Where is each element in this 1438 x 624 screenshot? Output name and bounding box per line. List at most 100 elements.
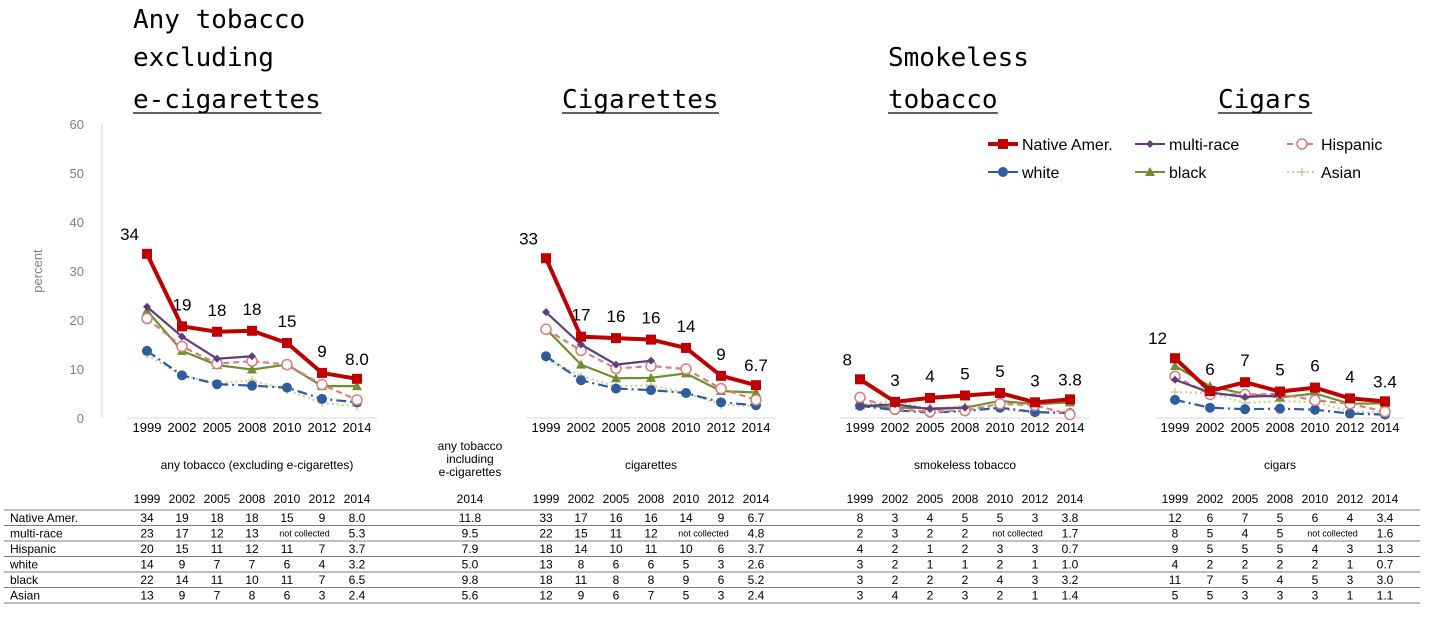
data-point	[1205, 402, 1215, 413]
x-tick-label: 2008	[637, 420, 666, 435]
data-label: 4	[925, 367, 934, 386]
table-row-label: multi-race	[10, 527, 63, 541]
table-cell: 1.0	[1062, 558, 1079, 572]
table-cell: 12	[539, 589, 553, 603]
table-cell: 3	[1032, 542, 1039, 556]
table-cell: 5.0	[462, 558, 479, 572]
legend-marker	[1146, 140, 1154, 148]
table-year-header: 2012	[1022, 492, 1049, 506]
table-year-header: 2010	[673, 492, 700, 506]
table-cell: 13	[539, 558, 553, 572]
table-cell: 7	[1207, 573, 1214, 587]
table-cell: 18	[539, 573, 553, 587]
panel-caption: cigars	[1264, 458, 1296, 472]
table-year-header: 2014	[457, 492, 484, 506]
panel-title: excluding	[133, 43, 274, 73]
table-cell: 14	[679, 511, 693, 525]
table-year-header: 2008	[239, 492, 266, 506]
x-tick-label: 2002	[168, 420, 197, 435]
table-cell: 3	[962, 589, 969, 603]
table-cell: 4	[1172, 558, 1179, 572]
table-cell: 5	[1242, 573, 1249, 587]
table-cell: 3	[857, 589, 864, 603]
table-year-header: 2012	[708, 492, 735, 506]
extra-column-header: including	[446, 452, 493, 466]
y-tick-label: 20	[70, 313, 84, 328]
table-cell: 2	[997, 589, 1004, 603]
table-cell: 5.6	[462, 589, 479, 603]
table-cell: 7	[319, 542, 326, 556]
table-cell: 2	[892, 558, 899, 572]
table-cell: 23	[140, 527, 154, 541]
table-year-header: 1999	[847, 492, 874, 506]
x-tick-label: 2012	[1336, 420, 1365, 435]
data-point	[317, 367, 327, 378]
table-row-label: Hispanic	[10, 542, 56, 556]
data-point	[142, 248, 152, 259]
table-year-header: 2005	[204, 492, 231, 506]
table-cell: 4	[1277, 573, 1284, 587]
table-cell: 4	[1242, 527, 1249, 541]
data-label: 6.7	[744, 356, 768, 375]
table-cell: 4	[927, 511, 934, 525]
table-cell: 2	[962, 542, 969, 556]
y-tick-label: 60	[70, 117, 84, 132]
data-label: 7	[1240, 351, 1249, 370]
legend-label: Native Amer.	[1022, 137, 1113, 154]
panel-title: tobacco	[888, 85, 998, 115]
data-point	[177, 321, 187, 332]
legend-label: black	[1169, 165, 1207, 182]
data-point	[1310, 382, 1320, 393]
data-point	[281, 358, 293, 371]
table-cell: 8.0	[349, 511, 366, 525]
data-point	[926, 405, 934, 414]
table-cell: 7.9	[462, 542, 479, 556]
table-year-header: 2010	[987, 492, 1014, 506]
data-label: 16	[642, 309, 661, 328]
table-cell: 5.3	[349, 527, 366, 541]
table-cell: 14	[574, 542, 588, 556]
data-label: 16	[607, 307, 626, 326]
table-cell: 11	[645, 542, 658, 556]
data-point	[317, 393, 327, 404]
table-cell: 18	[539, 542, 553, 556]
table-year-header: 2002	[1197, 492, 1224, 506]
table-cell: 2	[1242, 558, 1249, 572]
legend-label: Asian	[1321, 165, 1361, 182]
table-cell: 13	[245, 527, 259, 541]
table-cell: 11	[211, 573, 224, 587]
x-tick-label: 1999	[846, 420, 875, 435]
data-point	[1275, 386, 1285, 397]
extra-column-header: e-cigarettes	[439, 465, 502, 479]
table-cell: 5	[1207, 527, 1214, 541]
data-point	[1171, 375, 1179, 384]
data-point	[351, 394, 363, 406]
legend-marker	[1145, 167, 1155, 176]
table-cell: 6	[718, 573, 725, 587]
data-point	[141, 312, 153, 325]
table-cell: 3	[892, 527, 899, 541]
series-line-multirace	[545, 311, 652, 366]
table-cell: 10	[679, 542, 693, 556]
legend-marker	[998, 167, 1008, 177]
table-cell: 1	[927, 558, 934, 572]
table-cell: 3.4	[1377, 511, 1394, 525]
data-label: 34	[120, 225, 139, 244]
table-cell: 6.7	[748, 511, 765, 525]
table-cell: 3	[1347, 573, 1354, 587]
data-label: 3	[1030, 371, 1039, 390]
table-cell: 11	[610, 527, 623, 541]
x-tick-label: 2014	[343, 420, 372, 435]
data-label: 4	[1345, 367, 1354, 386]
table-cell: 5	[683, 589, 690, 603]
table-cell: 4	[857, 542, 864, 556]
data-point	[142, 345, 152, 356]
table-cell: 2	[857, 527, 864, 541]
data-point	[611, 383, 621, 394]
data-point	[855, 374, 865, 385]
x-tick-label: 2014	[742, 420, 771, 435]
table-year-header: 2002	[169, 492, 196, 506]
table-cell: 2	[1207, 558, 1214, 572]
table-row-label: Native Amer.	[10, 511, 78, 525]
table-year-header: 2008	[952, 492, 979, 506]
